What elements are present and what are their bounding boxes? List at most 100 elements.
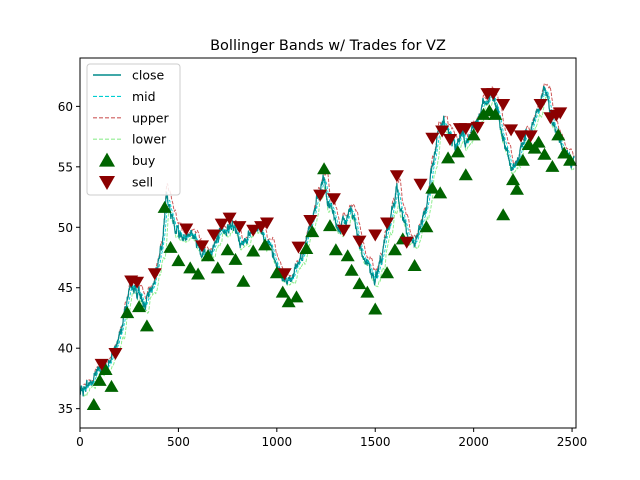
buy-marker [368, 302, 383, 315]
buy-marker [200, 249, 215, 262]
buy-marker [139, 319, 154, 332]
sell-marker [259, 217, 274, 230]
buy-marker [407, 258, 422, 271]
buy-marker [299, 242, 314, 255]
legend-label-upper: upper [132, 110, 169, 125]
buy-marker [545, 159, 560, 172]
sell-marker [486, 88, 501, 101]
sell-marker [303, 215, 318, 228]
buy-marker [450, 145, 465, 158]
buy-marker [488, 107, 503, 120]
x-tick-label: 1000 [262, 435, 293, 449]
buy-marker [269, 266, 284, 279]
buy-marker [537, 147, 552, 160]
legend-entry-mid: mid [93, 89, 156, 104]
sell-marker [222, 212, 237, 225]
buy-marker [360, 285, 375, 298]
buy-marker [496, 208, 511, 221]
sell-marker [496, 98, 511, 111]
y-tick-label: 50 [58, 221, 73, 235]
buy-marker [328, 243, 343, 256]
buy-marker [258, 238, 273, 251]
sell-marker [470, 121, 485, 134]
buy-marker [344, 263, 359, 276]
sell-marker [147, 268, 162, 281]
chart-title: Bollinger Bands w/ Trades for VZ [210, 38, 446, 54]
buy-marker [340, 249, 355, 262]
sell-marker [232, 221, 247, 234]
sell-marker [130, 276, 145, 289]
buy-marker [104, 379, 119, 392]
y-tick-label: 40 [58, 342, 73, 356]
legend-swatch-sell [99, 176, 115, 190]
sell-marker [214, 218, 229, 231]
y-axis: 35 40 45 50 55 60 [58, 100, 80, 416]
x-tick-label: 2500 [557, 435, 588, 449]
sell-marker [313, 189, 328, 202]
sell-marker [368, 229, 383, 242]
legend-label-lower: lower [132, 132, 167, 147]
legend-label-sell: sell [132, 175, 153, 190]
buy-marker [210, 261, 225, 274]
sell-marker [413, 178, 428, 191]
legend-label-buy: buy [132, 153, 156, 168]
buy-marker [236, 274, 251, 287]
sell-marker [206, 229, 221, 242]
buy-marker [441, 151, 456, 164]
sell-marker [291, 241, 306, 254]
x-tick-label: 2000 [458, 435, 489, 449]
buy-marker [120, 306, 135, 319]
sell-marker [504, 124, 519, 137]
buy-marker [557, 146, 572, 159]
buy-marker [515, 153, 530, 166]
legend-entry-upper: upper [93, 110, 169, 125]
sell-marker [458, 123, 473, 136]
buy-marker [86, 398, 101, 411]
sell-marker [246, 224, 261, 237]
legend-entry-lower: lower [93, 132, 167, 147]
series-line-lower [83, 95, 575, 397]
buy-marker [433, 186, 448, 199]
buy-marker [419, 220, 434, 233]
sell-marker [399, 236, 414, 249]
buy-marker [563, 153, 578, 166]
plot-frame [79, 57, 577, 429]
buy-marker [509, 182, 524, 195]
sell-marker [326, 193, 341, 206]
legend-entry-close: close [93, 68, 165, 83]
x-tick-label: 0 [76, 435, 84, 449]
buy-marker [191, 267, 206, 280]
buy-marker [531, 135, 546, 148]
y-tick-label: 45 [58, 281, 73, 295]
buy-marker [380, 266, 395, 279]
sell-marker [195, 240, 210, 253]
legend-label-close: close [132, 68, 165, 83]
sell-marker [380, 217, 395, 230]
x-axis: 0 500 1000 1500 2000 2500 [76, 428, 587, 449]
buy-marker [466, 128, 481, 141]
buy-marker [281, 295, 296, 308]
buy-marker [157, 200, 172, 213]
legend-entry-buy: buy [99, 152, 156, 168]
buy-marker [132, 300, 147, 313]
buy-marker [425, 181, 440, 194]
sell-marker [523, 130, 538, 143]
buy-marker [171, 254, 186, 267]
buy-marker [527, 141, 542, 154]
buy-marker [322, 219, 337, 232]
sell-marker [277, 268, 292, 281]
y-tick-label: 35 [58, 402, 73, 416]
legend-label-mid: mid [132, 89, 156, 104]
marker-layer [86, 88, 578, 411]
sell-marker [389, 170, 404, 183]
legend-entry-sell: sell [99, 175, 153, 190]
x-tick-label: 500 [167, 435, 190, 449]
buy-marker [289, 290, 304, 303]
buy-marker [246, 244, 261, 257]
buy-marker [183, 261, 198, 274]
buy-marker [476, 107, 491, 120]
y-tick-label: 60 [58, 100, 73, 114]
legend: close mid upper lower buy sell [86, 63, 181, 196]
buy-marker [228, 252, 243, 265]
